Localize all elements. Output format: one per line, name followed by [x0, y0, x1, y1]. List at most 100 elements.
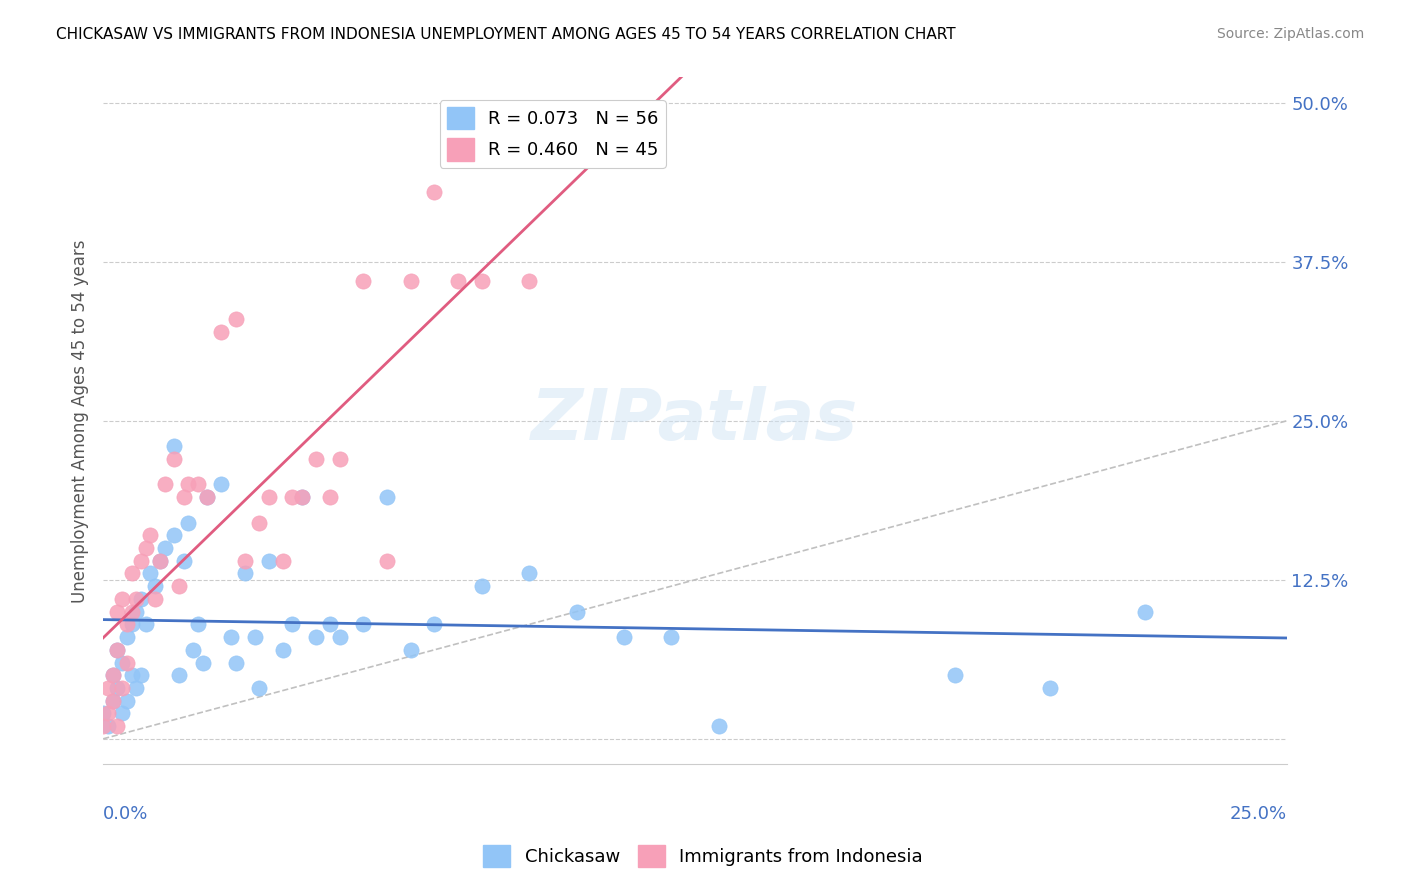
Point: [181, 642, 204, 657]
Point: [319, 617, 342, 632]
Point: [281, 490, 304, 504]
Point: [177, 516, 200, 530]
Point: [163, 528, 186, 542]
Point: [167, 668, 190, 682]
Point: [613, 630, 636, 644]
Point: [319, 490, 342, 504]
Point: [105, 605, 128, 619]
Point: [271, 554, 294, 568]
Point: [447, 274, 470, 288]
Point: [97, 719, 120, 733]
Point: [517, 566, 540, 581]
Point: [101, 694, 124, 708]
Point: [105, 719, 128, 733]
Point: [121, 668, 143, 682]
Point: [139, 528, 162, 542]
Point: [97, 681, 120, 695]
Point: [173, 490, 195, 504]
Point: [225, 656, 247, 670]
Text: CHICKASAW VS IMMIGRANTS FROM INDONESIA UNEMPLOYMENT AMONG AGES 45 TO 54 YEARS CO: CHICKASAW VS IMMIGRANTS FROM INDONESIA U…: [56, 27, 956, 42]
Point: [423, 617, 446, 632]
Point: [943, 668, 966, 682]
Point: [195, 490, 218, 504]
Legend: Chickasaw, Immigrants from Indonesia: Chickasaw, Immigrants from Indonesia: [475, 838, 931, 874]
Point: [115, 694, 138, 708]
Point: [247, 516, 270, 530]
Point: [121, 566, 143, 581]
Point: [375, 554, 398, 568]
Point: [173, 554, 195, 568]
Point: [91, 706, 114, 721]
Point: [291, 490, 314, 504]
Point: [329, 630, 352, 644]
Point: [281, 617, 304, 632]
Point: [125, 605, 148, 619]
Y-axis label: Unemployment Among Ages 45 to 54 years: Unemployment Among Ages 45 to 54 years: [72, 239, 89, 603]
Point: [153, 477, 176, 491]
Point: [247, 681, 270, 695]
Point: [115, 656, 138, 670]
Point: [101, 694, 124, 708]
Point: [115, 630, 138, 644]
Point: [353, 274, 375, 288]
Point: [97, 706, 120, 721]
Text: Source: ZipAtlas.com: Source: ZipAtlas.com: [1216, 27, 1364, 41]
Point: [291, 490, 314, 504]
Point: [471, 579, 494, 593]
Legend: R = 0.073   N = 56, R = 0.460   N = 45: R = 0.073 N = 56, R = 0.460 N = 45: [440, 100, 666, 168]
Point: [149, 554, 172, 568]
Point: [187, 617, 209, 632]
Point: [211, 477, 233, 491]
Point: [121, 605, 143, 619]
Point: [243, 630, 266, 644]
Point: [115, 617, 138, 632]
Point: [149, 554, 172, 568]
Point: [125, 591, 148, 606]
Point: [101, 668, 124, 682]
Point: [517, 274, 540, 288]
Point: [105, 642, 128, 657]
Point: [163, 452, 186, 467]
Point: [257, 554, 280, 568]
Point: [659, 630, 682, 644]
Point: [305, 452, 328, 467]
Point: [219, 630, 242, 644]
Point: [233, 566, 256, 581]
Point: [271, 642, 294, 657]
Point: [121, 617, 143, 632]
Text: ZIPatlas: ZIPatlas: [531, 386, 859, 455]
Text: 0.0%: 0.0%: [103, 805, 149, 823]
Point: [135, 617, 157, 632]
Point: [471, 274, 494, 288]
Point: [329, 452, 352, 467]
Point: [565, 605, 588, 619]
Point: [177, 477, 200, 491]
Point: [111, 656, 134, 670]
Point: [353, 617, 375, 632]
Point: [399, 274, 422, 288]
Text: 25.0%: 25.0%: [1229, 805, 1286, 823]
Point: [399, 642, 422, 657]
Point: [91, 719, 114, 733]
Point: [139, 566, 162, 581]
Point: [305, 630, 328, 644]
Point: [129, 668, 152, 682]
Point: [187, 477, 209, 491]
Point: [257, 490, 280, 504]
Point: [167, 579, 190, 593]
Point: [211, 325, 233, 339]
Point: [153, 541, 176, 555]
Point: [707, 719, 730, 733]
Point: [105, 681, 128, 695]
Point: [129, 554, 152, 568]
Point: [423, 185, 446, 199]
Point: [135, 541, 157, 555]
Point: [143, 579, 166, 593]
Point: [1039, 681, 1062, 695]
Point: [111, 706, 134, 721]
Point: [101, 668, 124, 682]
Point: [375, 490, 398, 504]
Point: [129, 591, 152, 606]
Point: [143, 591, 166, 606]
Point: [111, 681, 134, 695]
